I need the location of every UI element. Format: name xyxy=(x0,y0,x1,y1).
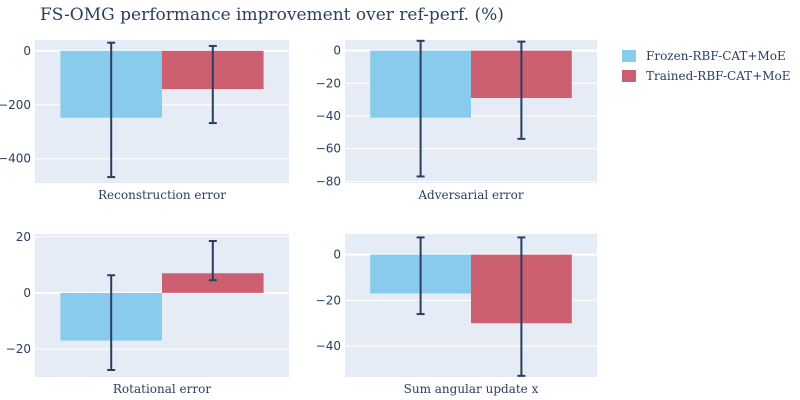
y-tick-label: 0 xyxy=(333,44,341,58)
y-tick-label: −400 xyxy=(0,152,31,166)
legend-label: Frozen-RBF-CAT+MoE xyxy=(646,49,786,63)
y-tick-label: −60 xyxy=(316,142,341,156)
legend-item[interactable]: Trained-RBF-CAT+MoE xyxy=(622,69,791,83)
subplot-4: 0 −20 −40 Sum angular update x xyxy=(316,234,597,396)
subplot-3: 20 0 −20 Rotational error xyxy=(6,230,289,396)
bar-trained-rbf-cat+moe xyxy=(162,273,264,293)
x-category-label: Rotational error xyxy=(113,382,211,396)
subplot-2: 0 −20 −40 −60 −80 Adversarial error xyxy=(316,39,597,202)
y-tick-label: 0 xyxy=(333,248,341,262)
y-tick-label: 0 xyxy=(23,286,31,300)
y-tick-label: −40 xyxy=(316,339,341,353)
y-tick-label: −80 xyxy=(316,174,341,188)
y-tick-label: −40 xyxy=(316,109,341,123)
legend-swatch xyxy=(622,70,636,82)
y-tick-label: −200 xyxy=(0,98,31,112)
subplot-1: 0 −200 −400 Reconstruction error xyxy=(0,40,289,202)
y-tick-label: 20 xyxy=(16,230,31,244)
y-tick-label: −20 xyxy=(316,76,341,90)
y-tick-label: −20 xyxy=(316,293,341,307)
x-category-label: Reconstruction error xyxy=(98,188,226,202)
chart-title: FS-OMG performance improvement over ref-… xyxy=(40,5,504,25)
x-category-label: Sum angular update x xyxy=(404,382,539,396)
x-category-label: Adversarial error xyxy=(417,188,523,202)
legend-swatch xyxy=(622,50,636,62)
legend-label: Trained-RBF-CAT+MoE xyxy=(646,69,791,83)
y-tick-label: −20 xyxy=(6,342,31,356)
legend: Frozen-RBF-CAT+MoE Trained-RBF-CAT+MoE xyxy=(622,49,791,83)
legend-item[interactable]: Frozen-RBF-CAT+MoE xyxy=(622,49,786,63)
y-tick-label: 0 xyxy=(23,44,31,58)
